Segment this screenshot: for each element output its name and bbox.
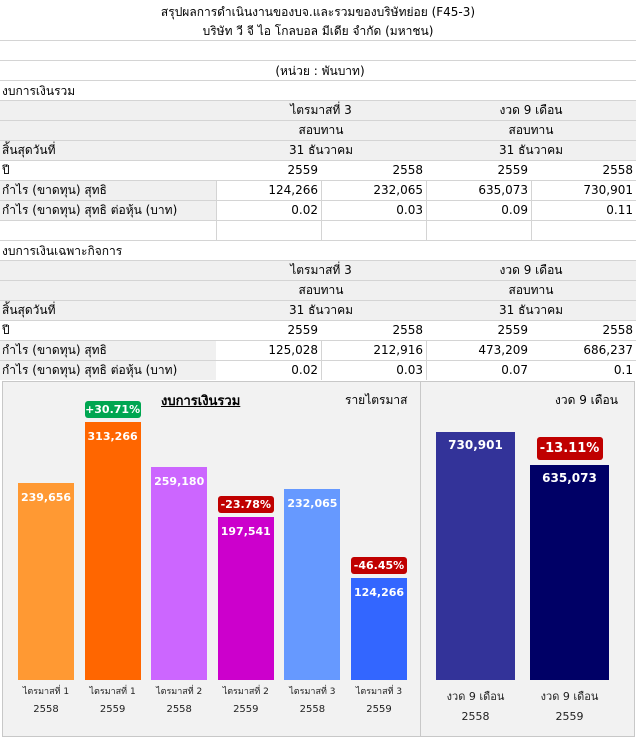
table-cell: 0.11: [606, 203, 633, 217]
ended-9m: 31 ธันวาคม: [498, 303, 564, 317]
table-cell: 686,237: [583, 343, 633, 357]
x-axis-label: ไตรมาสที่ 3: [289, 687, 336, 697]
bar-value-label: 259,180: [154, 475, 205, 488]
x-axis-year: 2558: [166, 704, 192, 715]
ended-label: สิ้นสุดวันที่: [2, 303, 56, 317]
period-9m: งวด 9 เดือน: [499, 263, 563, 277]
quarterly-plot: 239,656 ไตรมาสที่ 1 2558 313,266 +30.71% ไตรม…: [3, 382, 422, 738]
x-axis-label: ไตรมาสที่ 1: [22, 687, 70, 697]
x-axis-year: 2559: [555, 710, 584, 723]
x-axis-label: ไตรมาสที่ 2: [156, 687, 203, 697]
audit-quarter: สอบทาน: [298, 283, 344, 297]
year-cell: 2558: [602, 163, 633, 177]
nine-month-chart: งวด 9 เดือน 730,901 งวด 9 เดือน 2558 635,07…: [421, 381, 635, 737]
chart-bar: [84, 422, 141, 680]
table-cell: 212,916: [373, 343, 423, 357]
year-cell: 2559: [287, 163, 318, 177]
chart-subtitle: รายไตรมาส: [345, 393, 408, 407]
year-cell: 2558: [392, 163, 423, 177]
year-cell: 2559: [287, 323, 318, 337]
chart-title: งบการเงินรวม: [161, 394, 241, 409]
period-9m: งวด 9 เดือน: [499, 103, 563, 117]
ended-9m: 31 ธันวาคม: [498, 143, 564, 157]
audit-quarter: สอบทาน: [298, 123, 344, 137]
audit-9m: สอบทาน: [508, 283, 554, 297]
x-axis-label: งวด 9 เดือน: [540, 690, 599, 703]
company-name: บริษัท วี จี ไอ โกลบอล มีเดีย จำกัด (มหา…: [202, 24, 434, 38]
chart-bar: [351, 578, 407, 680]
header-band: [0, 260, 636, 320]
table-cell: 730,901: [583, 183, 633, 197]
year-cell: 2558: [392, 323, 423, 337]
x-axis-label: ไตรมาสที่ 2: [222, 687, 269, 697]
change-badge: -46.45%: [351, 557, 407, 574]
bar-value-label: 197,541: [220, 525, 271, 538]
bar-value-label: 313,266: [87, 430, 138, 443]
report-title: สรุปผลการดำเนินงานของบจ.และรวมของบริษัทย…: [160, 5, 476, 19]
change-badge: +30.71%: [84, 401, 141, 418]
table-cell: 0.07: [501, 363, 528, 377]
ended-quarter: 31 ธันวาคม: [288, 143, 354, 157]
table-cell: 0.1: [613, 363, 633, 377]
row-label: กำไร (ขาดทุน) สุทธิ: [2, 183, 107, 197]
quarterly-chart: งบการเงินรวม รายไตรมาส 239,656 ไตรมาสที่ …: [2, 381, 421, 737]
year-cell: 2558: [602, 323, 633, 337]
table-cell: 0.03: [396, 203, 423, 217]
year-cell: 2559: [497, 323, 528, 337]
row-label: กำไร (ขาดทุน) สุทธิ: [2, 343, 107, 357]
ended-label: สิ้นสุดวันที่: [2, 143, 56, 157]
bar-value-label: 124,266: [353, 586, 405, 599]
table-cell: 0.02: [291, 203, 318, 217]
year-label: ปี: [2, 163, 10, 177]
x-axis-year: 2558: [33, 704, 59, 715]
period-quarter: ไตรมาสที่ 3: [290, 103, 352, 117]
x-axis-label: งวด 9 เดือน: [446, 690, 505, 703]
x-axis-year: 2559: [99, 704, 126, 715]
ended-quarter: 31 ธันวาคม: [288, 303, 354, 317]
row-label: กำไร (ขาดทุน) สุทธิ ต่อหุ้น (บาท): [2, 203, 178, 217]
x-axis-year: 2558: [299, 704, 326, 715]
chart-bar: [151, 467, 208, 680]
period-quarter: ไตรมาสที่ 3: [290, 263, 352, 277]
bar-value-label: 232,065: [287, 497, 338, 510]
year-label: ปี: [2, 323, 10, 337]
year-cell: 2559: [497, 163, 528, 177]
chart-bar: [18, 483, 74, 680]
table-cell: 232,065: [373, 183, 423, 197]
audit-9m: สอบทาน: [508, 123, 554, 137]
table-cell: 635,073: [478, 183, 528, 197]
bar-value-label: 635,073: [542, 471, 597, 485]
table-cell: 125,028: [268, 343, 318, 357]
x-axis-year: 2559: [366, 704, 392, 715]
section-title-consolidated: งบการเงินรวม: [2, 84, 76, 98]
section-title-separate: งบการเงินเฉพาะกิจการ: [2, 244, 123, 258]
change-badge: -23.78%: [217, 496, 274, 513]
nine-month-plot: 730,901 งวด 9 เดือน 2558 635,073 -13.11% งวด …: [421, 382, 635, 738]
header-band: [0, 100, 636, 160]
chart-subtitle: งวด 9 เดือน: [555, 393, 618, 407]
table-cell: 0.09: [501, 203, 528, 217]
chart-bar: [217, 517, 274, 680]
table-cell: 124,266: [268, 183, 318, 197]
table-cell: 473,209: [478, 343, 528, 357]
bar-value-label: 730,901: [448, 438, 503, 452]
x-axis-label: ไตรมาสที่ 3: [355, 687, 403, 697]
unit-label: (หน่วย : พันบาท): [275, 64, 365, 78]
x-axis-label: ไตรมาสที่ 1: [89, 687, 136, 697]
chart-bar: [284, 489, 341, 680]
x-axis-year: 2558: [461, 710, 490, 723]
row-label: กำไร (ขาดทุน) สุทธิ ต่อหุ้น (บาท): [2, 363, 178, 377]
chart-bar: [436, 432, 515, 680]
x-axis-year: 2559: [233, 704, 259, 715]
bar-value-label: 239,656: [20, 491, 72, 504]
table-cell: 0.03: [396, 363, 423, 377]
change-badge: -13.11%: [536, 437, 603, 460]
table-cell: 0.02: [291, 363, 318, 377]
chart-bar: [530, 465, 609, 680]
